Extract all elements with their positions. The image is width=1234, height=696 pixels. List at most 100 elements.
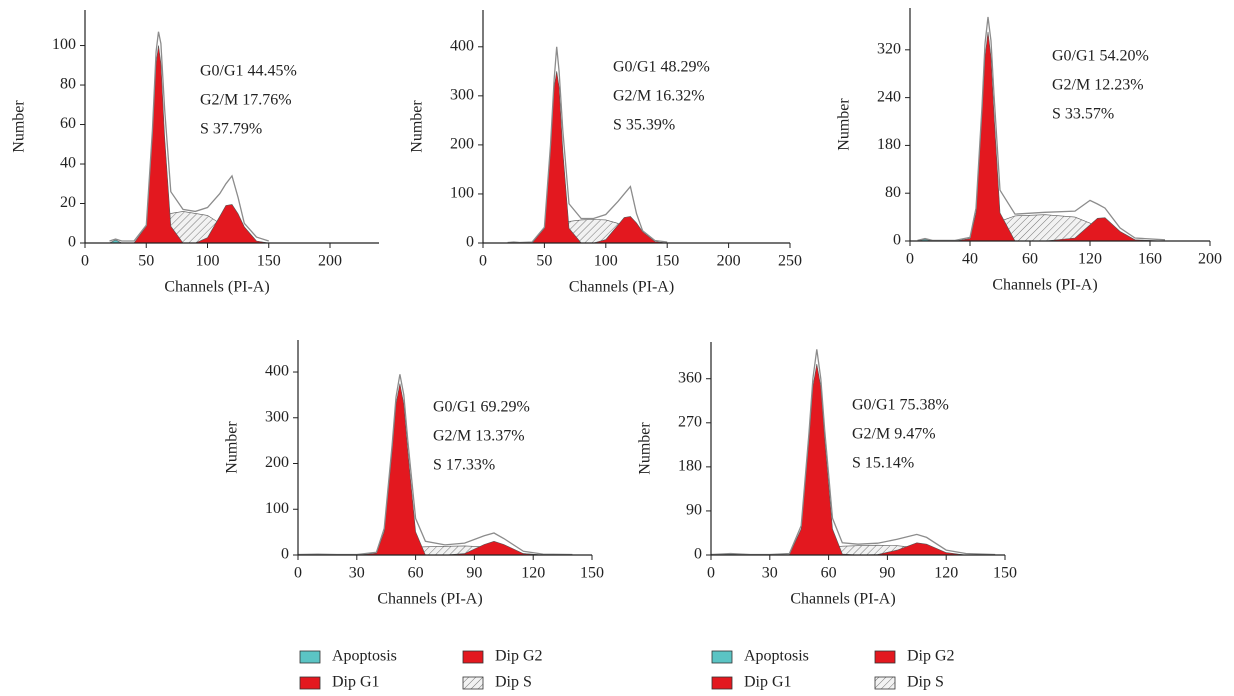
x-axis-label: Channels (PI-A) (992, 277, 1097, 294)
x-tick-label: 0 (479, 253, 487, 270)
x-tick-label: 100 (196, 253, 220, 270)
x-tick-label: 0 (906, 251, 914, 268)
x-tick-label: 200 (318, 253, 342, 270)
legend-swatch (874, 676, 896, 690)
panel: 0 50 100 150 200 250 0 100 200 300 400 Number Channe… (409, 10, 802, 296)
panel: 0 30 60 90 120 150 0 90 180 270 360 Number Channels … (637, 342, 1017, 691)
x-axis-label: Channels (PI-A) (790, 591, 895, 608)
y-tick-label: 270 (678, 413, 702, 430)
y-tick-label: 0 (68, 234, 76, 251)
x-tick-label: 150 (655, 253, 679, 270)
y-tick-label: 20 (60, 194, 76, 211)
legend-swatch (462, 650, 484, 664)
x-axis-label: Channels (PI-A) (164, 279, 269, 296)
annotation: G2/M 16.32% (613, 88, 705, 105)
annotation: G2/M 9.47% (852, 426, 936, 443)
y-tick-label: 0 (281, 546, 289, 563)
panel: 0 40 60 120 160 200 0 80 180 240 320 Number Channels… (836, 8, 1222, 294)
x-tick-label: 50 (536, 253, 552, 270)
y-tick-label: 60 (60, 115, 76, 132)
x-tick-label: 160 (1138, 251, 1162, 268)
annotation: G2/M 13.37% (433, 428, 525, 445)
y-tick-label: 0 (893, 232, 901, 249)
x-tick-label: 150 (993, 565, 1017, 582)
envelope-line (917, 16, 1166, 242)
x-tick-label: 150 (257, 253, 281, 270)
annotation: S 35.39% (613, 117, 675, 134)
annotation: G2/M 17.76% (200, 92, 292, 109)
y-tick-label: 100 (450, 185, 474, 202)
legend-swatch (711, 676, 733, 690)
x-tick-label: 50 (138, 253, 154, 270)
y-axis-label: Number (637, 422, 654, 475)
x-tick-label: 60 (1022, 251, 1038, 268)
y-axis-label: Number (224, 421, 241, 474)
y-tick-label: 180 (877, 136, 901, 153)
legend-label: Dip G1 (332, 674, 380, 691)
x-tick-label: 200 (717, 253, 741, 270)
legend-swatch (299, 676, 321, 690)
legend-label: Dip G2 (495, 648, 543, 665)
y-axis-label: Number (11, 100, 28, 153)
x-tick-label: 60 (408, 565, 424, 582)
envelope-line (109, 31, 269, 242)
area (298, 545, 573, 556)
legend-label: Apoptosis (744, 648, 809, 665)
y-tick-label: 400 (265, 363, 289, 380)
annotation: G0/G1 48.29% (613, 59, 710, 76)
x-tick-label: 200 (1198, 251, 1222, 268)
annotation: S 17.33% (433, 457, 495, 474)
y-tick-label: 200 (265, 454, 289, 471)
annotation: G2/M 12.23% (1052, 77, 1144, 94)
x-tick-label: 30 (762, 565, 778, 582)
y-tick-label: 0 (466, 234, 474, 251)
x-tick-label: 30 (349, 565, 365, 582)
x-tick-label: 90 (466, 565, 482, 582)
x-tick-label: 120 (934, 565, 958, 582)
legend-swatch (299, 650, 321, 664)
x-tick-label: 250 (778, 253, 802, 270)
annotation: G0/G1 54.20% (1052, 48, 1149, 65)
legend-label: Dip S (907, 674, 944, 691)
legend-swatch (874, 650, 896, 664)
y-tick-label: 300 (265, 408, 289, 425)
x-tick-label: 120 (1078, 251, 1102, 268)
y-tick-label: 240 (877, 88, 901, 105)
legend-label: Apoptosis (332, 648, 397, 665)
y-tick-label: 360 (678, 369, 702, 386)
annotation: S 15.14% (852, 455, 914, 472)
annotation: G0/G1 75.38% (852, 397, 949, 414)
x-axis-label: Channels (PI-A) (569, 279, 674, 296)
envelope-line (507, 46, 668, 244)
legend-label: Dip G2 (907, 648, 955, 665)
envelope-line (297, 374, 573, 556)
legend-label: Dip G1 (744, 674, 792, 691)
annotation: G0/G1 69.29% (433, 399, 530, 416)
y-tick-label: 40 (60, 155, 76, 172)
y-tick-label: 100 (265, 500, 289, 517)
legend-swatch (462, 676, 484, 690)
x-tick-label: 60 (821, 565, 837, 582)
x-tick-label: 0 (707, 565, 715, 582)
y-tick-label: 100 (52, 36, 76, 53)
y-tick-label: 80 (885, 184, 901, 201)
legend-label: Dip S (495, 674, 532, 691)
legend-swatch (711, 650, 733, 664)
panel: 0 50 100 150 200 0 20 40 60 80 100 Number Channels (… (11, 10, 379, 296)
y-tick-label: 200 (450, 136, 474, 153)
y-tick-label: 80 (60, 76, 76, 93)
x-tick-label: 120 (521, 565, 545, 582)
annotation: S 33.57% (1052, 106, 1114, 123)
y-tick-label: 300 (450, 87, 474, 104)
annotation: S 37.79% (200, 121, 262, 138)
y-tick-label: 180 (678, 458, 702, 475)
x-tick-label: 150 (580, 565, 604, 582)
y-axis-label: Number (836, 98, 853, 151)
envelope-line (710, 349, 996, 556)
x-tick-label: 0 (81, 253, 89, 270)
y-axis-label: Number (409, 100, 426, 153)
y-tick-label: 400 (450, 37, 474, 54)
x-tick-label: 90 (879, 565, 895, 582)
x-axis-label: Channels (PI-A) (377, 591, 482, 608)
